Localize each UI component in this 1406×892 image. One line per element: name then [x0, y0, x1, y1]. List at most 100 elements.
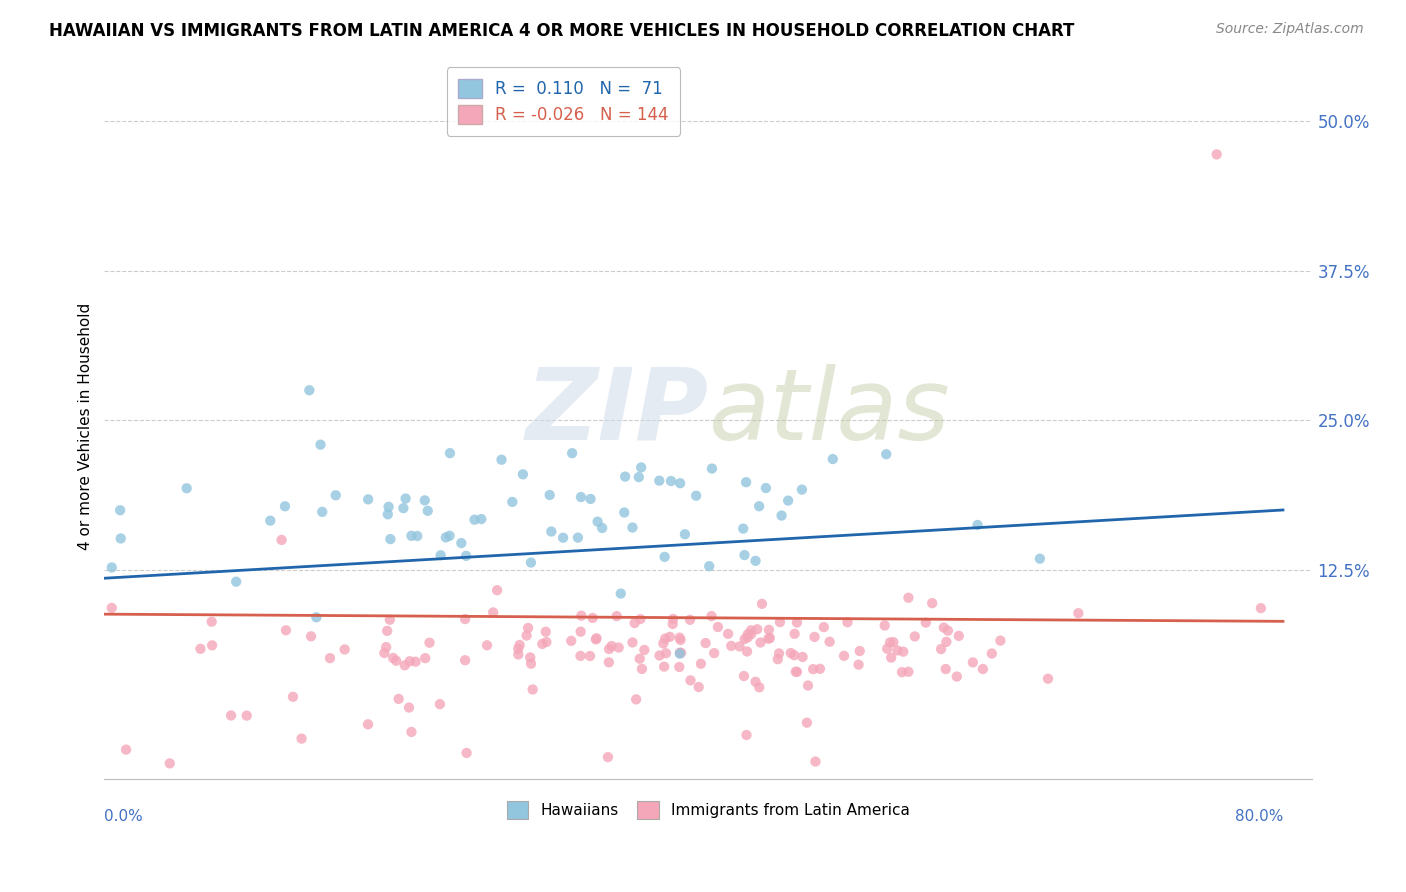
- Point: [801, 662, 824, 676]
- Point: [569, 608, 592, 623]
- Point: [832, 648, 855, 663]
- Point: [309, 437, 332, 451]
- Point: [728, 640, 751, 654]
- Point: [748, 681, 770, 695]
- Point: [624, 692, 647, 706]
- Point: [596, 750, 619, 764]
- Point: [115, 742, 138, 756]
- Point: [520, 657, 543, 671]
- Point: [416, 504, 439, 518]
- Point: [290, 731, 312, 746]
- Point: [685, 489, 707, 503]
- Point: [662, 612, 685, 626]
- Point: [394, 658, 416, 673]
- Point: [567, 531, 589, 545]
- Point: [520, 556, 543, 570]
- Point: [100, 560, 122, 574]
- Point: [990, 633, 1012, 648]
- Text: HAWAIIAN VS IMMIGRANTS FROM LATIN AMERICA 4 OR MORE VEHICLES IN HOUSEHOLD CORREL: HAWAIIAN VS IMMIGRANTS FROM LATIN AMERIC…: [49, 22, 1074, 40]
- Point: [914, 615, 936, 630]
- Point: [972, 662, 994, 676]
- Point: [406, 529, 429, 543]
- Point: [398, 654, 420, 668]
- Point: [454, 612, 477, 626]
- Text: Source: ZipAtlas.com: Source: ZipAtlas.com: [1216, 22, 1364, 37]
- Point: [769, 615, 792, 629]
- Point: [298, 384, 321, 398]
- Point: [606, 609, 628, 624]
- Point: [377, 500, 399, 514]
- Point: [703, 646, 725, 660]
- Point: [695, 636, 717, 650]
- Point: [648, 474, 671, 488]
- Point: [305, 610, 328, 624]
- Point: [679, 673, 702, 688]
- Point: [770, 508, 793, 523]
- Legend: Hawaiians, Immigrants from Latin America: Hawaiians, Immigrants from Latin America: [501, 795, 915, 825]
- Point: [700, 461, 723, 475]
- Point: [394, 491, 416, 506]
- Point: [509, 638, 531, 652]
- Point: [319, 651, 342, 665]
- Point: [748, 500, 770, 514]
- Point: [659, 474, 682, 488]
- Point: [804, 755, 827, 769]
- Point: [281, 690, 304, 704]
- Point: [475, 638, 498, 652]
- Point: [378, 613, 401, 627]
- Point: [439, 529, 461, 543]
- Point: [633, 643, 655, 657]
- Point: [373, 646, 395, 660]
- Point: [560, 633, 582, 648]
- Point: [668, 660, 690, 674]
- Point: [744, 674, 766, 689]
- Point: [579, 491, 602, 506]
- Point: [434, 530, 457, 544]
- Point: [735, 728, 758, 742]
- Point: [274, 500, 297, 514]
- Text: 0.0%: 0.0%: [104, 809, 143, 824]
- Point: [429, 548, 451, 562]
- Point: [751, 597, 773, 611]
- Point: [734, 548, 756, 562]
- Point: [648, 648, 671, 663]
- Point: [429, 697, 451, 711]
- Point: [413, 493, 436, 508]
- Point: [631, 662, 654, 676]
- Point: [652, 636, 675, 650]
- Point: [655, 646, 678, 660]
- Point: [749, 635, 772, 649]
- Point: [897, 591, 920, 605]
- Point: [837, 615, 859, 630]
- Point: [600, 639, 623, 653]
- Point: [470, 512, 492, 526]
- Point: [759, 631, 782, 645]
- Point: [720, 639, 742, 653]
- Point: [219, 708, 242, 723]
- Point: [375, 640, 398, 654]
- Point: [456, 746, 478, 760]
- Point: [669, 476, 692, 491]
- Point: [586, 515, 609, 529]
- Point: [668, 631, 690, 645]
- Point: [621, 635, 644, 649]
- Point: [512, 467, 534, 482]
- Point: [886, 643, 908, 657]
- Point: [707, 620, 730, 634]
- Point: [1250, 601, 1272, 615]
- Point: [190, 641, 212, 656]
- Point: [768, 647, 790, 661]
- Point: [669, 632, 692, 647]
- Point: [873, 618, 896, 632]
- Point: [561, 446, 583, 460]
- Point: [450, 536, 472, 550]
- Point: [418, 636, 440, 650]
- Point: [790, 483, 813, 497]
- Point: [522, 682, 544, 697]
- Point: [531, 637, 554, 651]
- Point: [270, 533, 292, 547]
- Point: [733, 669, 755, 683]
- Point: [536, 635, 558, 649]
- Point: [766, 652, 789, 666]
- Point: [737, 631, 759, 645]
